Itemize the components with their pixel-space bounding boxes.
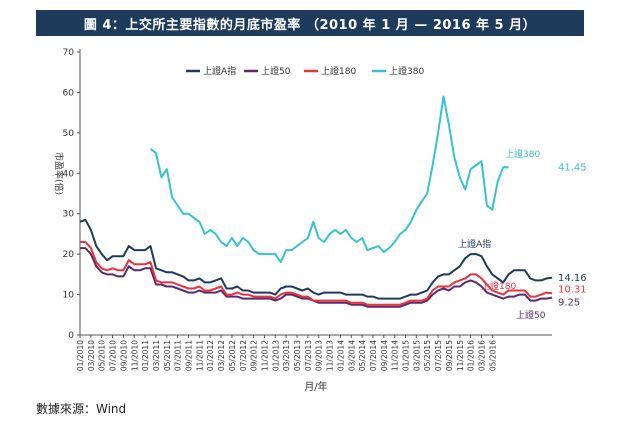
x-tick-label: 03/2013 (282, 340, 291, 371)
x-tick-label: 07/2015 (434, 340, 443, 371)
legend-label: 上證380 (389, 65, 424, 77)
x-tick-label: 03/2010 (87, 340, 96, 371)
x-tick-label: 07/2010 (109, 340, 118, 371)
chart-series (79, 95, 553, 308)
y-tick-label: 70 (63, 48, 75, 58)
series-line-上證50 (80, 247, 553, 308)
x-tick-label: 05/2010 (98, 340, 107, 371)
x-axis-title: 月/年 (304, 380, 327, 393)
legend-label: 上證A指 (203, 65, 236, 77)
series-annotation: 上證180 (481, 280, 516, 292)
y-tick-label: 0 (68, 331, 74, 341)
x-tick-label: 09/2011 (185, 340, 194, 371)
series-end-value: 9.25 (558, 298, 580, 309)
x-tick-label: 05/2015 (423, 340, 432, 371)
series-annotation: 上證50 (516, 309, 546, 321)
series-line-上證380 (149, 95, 509, 264)
x-tick-label: 09/2014 (380, 340, 389, 371)
x-tick-label: 03/2014 (347, 340, 356, 371)
x-tick-label: 11/2012 (260, 340, 269, 371)
chart-legend: 上證A指 上證50 上證180 上證380 (186, 65, 424, 77)
series-annotation: 上證A指 (458, 238, 491, 250)
x-tick-label: 09/2010 (119, 340, 128, 371)
x-tick-label: 05/2013 (293, 340, 302, 371)
y-tick-label: 50 (63, 129, 75, 139)
chart-title: 圖 4：上交所主要指數的月底市盈率 （2010 年 1 月 — 2016 年 5… (36, 10, 584, 36)
series-end-value: 10.31 (558, 284, 587, 295)
x-tick-label: 11/2015 (456, 340, 465, 371)
x-tick-label: 01/2015 (402, 340, 411, 371)
legend-label: 上證180 (321, 65, 356, 77)
y-tick-label: 40 (63, 169, 75, 179)
x-tick-label: 01/2012 (206, 340, 215, 371)
x-tick-label: 01/2010 (76, 340, 85, 371)
series-end-value: 41.45 (558, 162, 587, 173)
x-tick-label: 05/2012 (228, 340, 237, 371)
y-tick-label: 30 (63, 210, 75, 220)
series-line-上證180 (80, 241, 553, 306)
series-line-上證A指 (79, 218, 553, 300)
x-tick-label: 07/2011 (174, 340, 183, 371)
data-source-note: 數據來源：Wind (36, 402, 127, 416)
x-tick-label: 11/2013 (326, 340, 335, 371)
x-tick-label: 05/2016 (488, 340, 497, 371)
x-tick-label: 07/2012 (239, 340, 248, 371)
y-tick-label: 20 (63, 250, 75, 260)
x-tick-label: 03/2016 (477, 340, 486, 371)
x-tick-label: 09/2012 (250, 340, 259, 371)
x-tick-label: 11/2014 (391, 340, 400, 371)
x-tick-label: 01/2016 (467, 340, 476, 371)
x-tick-label: 01/2014 (336, 340, 345, 371)
y-tick-label: 60 (63, 88, 75, 98)
y-axis-title: 市盈率(倍) (53, 152, 65, 195)
x-tick-label: 05/2011 (163, 340, 172, 371)
x-tick-label: 07/2014 (369, 340, 378, 371)
legend-label: 上證50 (261, 65, 291, 77)
x-tick-label: 03/2015 (412, 340, 421, 371)
x-tick-label: 05/2014 (358, 340, 367, 371)
x-tick-label: 01/2013 (271, 340, 280, 371)
series-annotation: 上證380 (505, 148, 540, 160)
y-tick-label: 10 (63, 291, 75, 301)
x-tick-label: 03/2011 (152, 340, 161, 371)
series-end-value: 14.16 (558, 273, 587, 284)
x-tick-label: 09/2015 (445, 340, 454, 371)
x-tick-label: 09/2013 (315, 340, 324, 371)
x-tick-label: 03/2012 (217, 340, 226, 371)
chart-annotations: 上證A指 14.16 上證50 9.25 上證180 10.31 上證380 41.45 (458, 148, 587, 321)
x-tick-label: 07/2013 (304, 340, 313, 371)
x-tick-label: 11/2011 (195, 340, 204, 371)
x-tick-label: 11/2010 (130, 340, 139, 371)
x-tick-label: 01/2011 (141, 340, 150, 371)
